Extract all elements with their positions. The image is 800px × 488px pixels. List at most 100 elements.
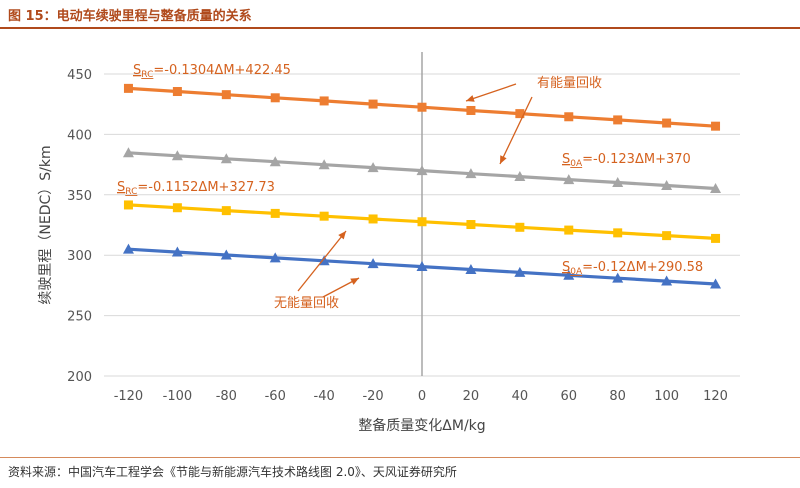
data-point — [220, 153, 232, 164]
source-note: 资料来源：中国汽车工程学会《节能与新能源汽车技术路线图 2.0》、天风证券研究所 — [8, 465, 457, 479]
data-point — [613, 228, 623, 238]
x-tick-label: -120 — [114, 389, 144, 404]
data-point — [123, 83, 133, 93]
equation-subscript: RC — [125, 187, 137, 197]
y-tick-label: 450 — [67, 68, 92, 83]
annotation-arrowhead — [338, 231, 346, 240]
x-tick-label: 60 — [560, 389, 577, 404]
data-point — [612, 176, 624, 187]
equation-formula: =-0.12ΔM+290.58 — [582, 260, 703, 275]
regression-equation: S0A=-0.12ΔM+290.58 — [562, 260, 703, 277]
y-axis-title: 续驶里程（NEDC）S/km — [37, 145, 54, 304]
data-point — [319, 211, 329, 221]
data-point — [564, 112, 574, 122]
equation-symbol: S — [117, 180, 125, 195]
data-point — [270, 208, 280, 218]
annotation-arrow — [499, 96, 533, 165]
data-point — [367, 162, 379, 173]
data-point — [466, 105, 476, 115]
annotation-arrow — [465, 83, 517, 102]
equation-symbol: S — [562, 260, 570, 275]
equation-symbol: S — [133, 63, 141, 78]
equation-symbol: S — [562, 152, 570, 167]
data-point — [466, 220, 476, 230]
data-point — [662, 231, 672, 241]
equation-subscript: 0A — [570, 267, 583, 277]
regression-equation: SRC=-0.1304ΔM+422.45 — [133, 63, 291, 80]
x-tick-label: 120 — [703, 389, 728, 404]
data-point — [416, 165, 428, 176]
data-point — [563, 269, 575, 280]
series-3 — [123, 200, 721, 243]
data-point — [221, 206, 231, 216]
data-point — [171, 150, 183, 161]
x-tick-label: -60 — [265, 389, 286, 404]
data-point — [220, 249, 232, 260]
data-point — [172, 203, 182, 213]
y-tick-label: 200 — [67, 370, 92, 385]
data-point — [172, 87, 182, 97]
data-point — [319, 96, 329, 106]
equation-formula: =-0.123ΔM+370 — [582, 152, 691, 167]
equation-formula: =-0.1152ΔM+327.73 — [137, 180, 275, 195]
regression-equation: S0A=-0.123ΔM+370 — [562, 152, 691, 169]
data-point — [661, 179, 673, 190]
x-tick-label: 0 — [418, 389, 426, 404]
data-point — [710, 183, 722, 194]
data-point — [710, 278, 722, 289]
x-tick-label: -20 — [362, 389, 383, 404]
x-tick-label: -100 — [163, 389, 193, 404]
data-point — [368, 214, 378, 224]
data-point — [269, 252, 281, 263]
annotation-arrow — [297, 230, 347, 292]
x-tick-label: 100 — [654, 389, 679, 404]
x-tick-label: -80 — [216, 389, 237, 404]
data-point — [221, 90, 231, 100]
data-point — [368, 99, 378, 109]
data-point — [465, 168, 477, 179]
x-tick-label: 40 — [512, 389, 529, 404]
data-point — [269, 156, 281, 167]
series-2 — [122, 147, 722, 194]
data-point — [711, 233, 721, 243]
data-point — [417, 102, 427, 112]
annotation-arrowhead — [500, 155, 507, 164]
range-vs-mass-line-chart: 200 250 300 350 400 450 -120 -100 -80 -60 -40 -20 0 2… — [37, 52, 740, 434]
data-point — [515, 222, 525, 232]
y-tick-label: 300 — [67, 249, 92, 264]
annotation-without-recovery: 无能量回收 — [274, 296, 339, 311]
data-point — [417, 217, 427, 227]
data-point — [514, 266, 526, 277]
data-point — [465, 263, 477, 274]
figure-title: 图 15：电动车续驶里程与整备质量的关系 — [8, 9, 252, 24]
x-axis-title: 整备质量变化ΔM/kg — [358, 417, 485, 434]
series-group — [122, 83, 722, 289]
equation-formula: =-0.1304ΔM+422.45 — [153, 63, 291, 78]
annotation-with-recovery: 有能量回收 — [537, 76, 602, 91]
annotation-arrowhead — [350, 278, 359, 285]
x-tick-label: -40 — [314, 389, 335, 404]
y-tick-label: 350 — [67, 189, 92, 204]
data-point — [122, 147, 134, 158]
data-point — [318, 159, 330, 170]
data-point — [661, 275, 673, 286]
data-point — [416, 261, 428, 272]
data-point — [270, 93, 280, 103]
data-point — [171, 246, 183, 257]
x-tick-label: 20 — [463, 389, 480, 404]
data-point — [711, 121, 721, 131]
y-tick-label: 400 — [67, 128, 92, 143]
axes: 200 250 300 350 400 450 -120 -100 -80 -60 -40 -20 0 2… — [37, 52, 728, 434]
equation-subscript: RC — [141, 70, 153, 80]
y-tick-label: 250 — [67, 310, 92, 325]
data-point — [563, 174, 575, 185]
data-point — [515, 109, 525, 119]
data-point — [514, 171, 526, 182]
annotation-arrowhead — [466, 95, 475, 102]
source-divider — [0, 457, 800, 458]
data-point — [123, 200, 133, 210]
data-point — [367, 258, 379, 269]
data-point — [122, 243, 134, 254]
regression-equation: SRC=-0.1152ΔM+327.73 — [117, 180, 275, 197]
